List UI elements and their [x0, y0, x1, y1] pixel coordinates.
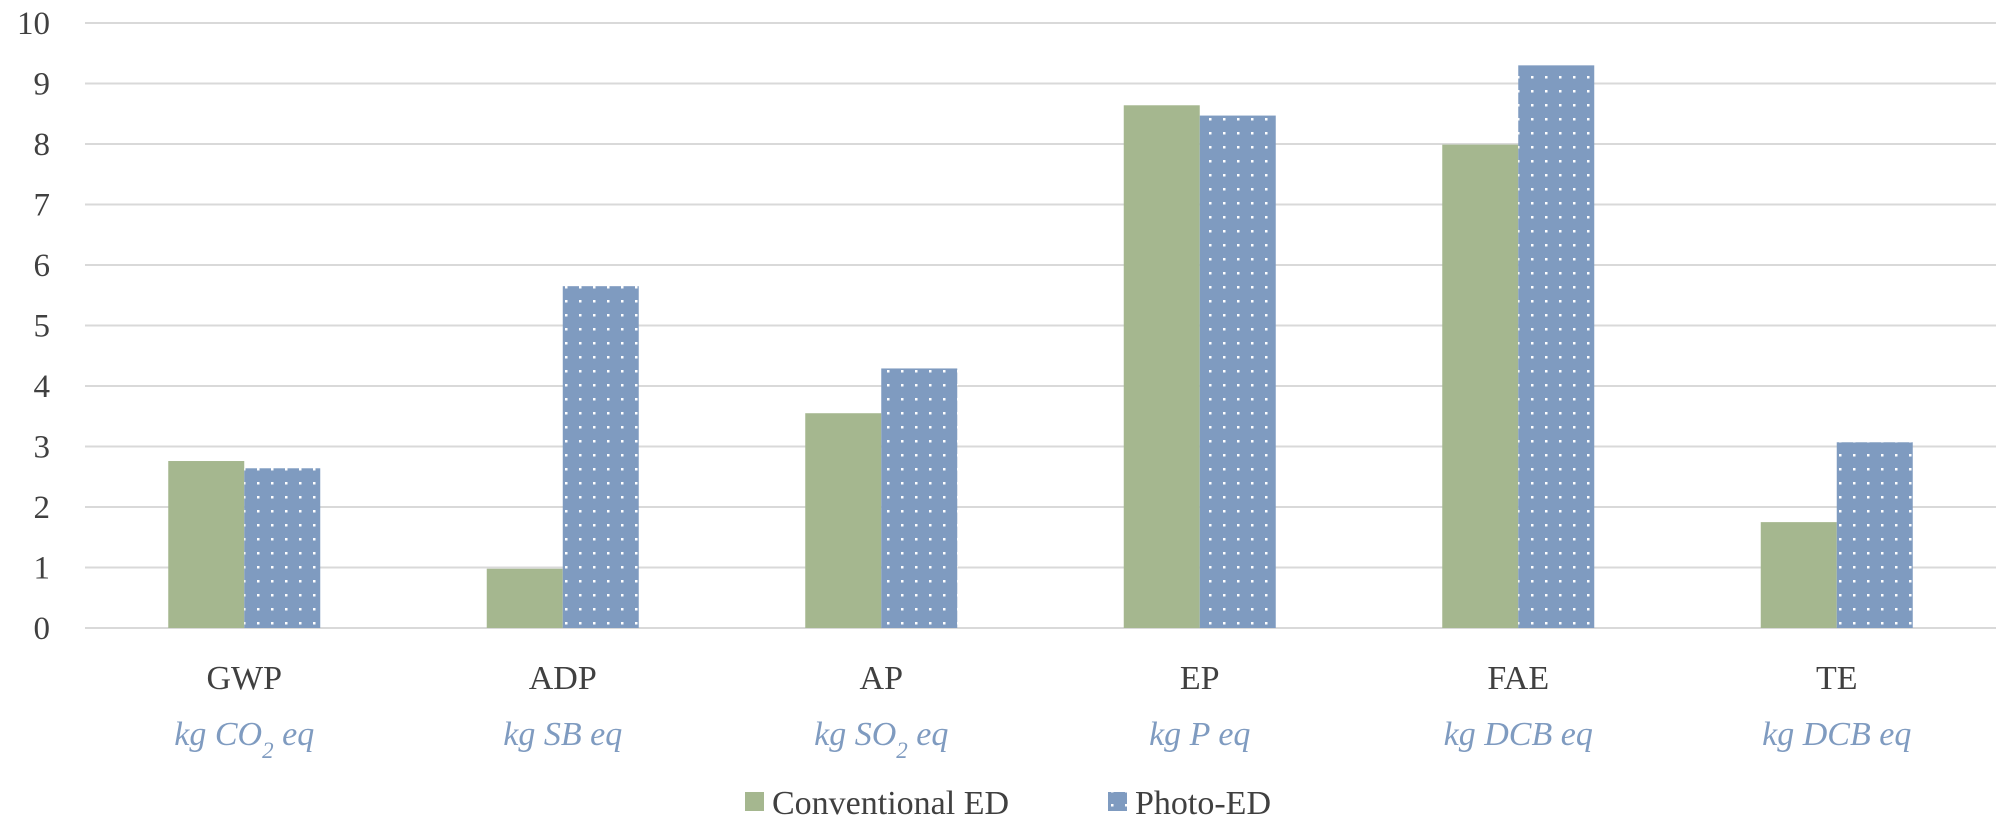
- bar-gwp-photo-ed: [244, 468, 321, 628]
- y-tick-label: 8: [34, 127, 51, 163]
- legend-label: Conventional ED: [772, 785, 1009, 822]
- category-label: FAE: [1487, 660, 1549, 697]
- category-unit-label: kg CO2 eq: [174, 716, 314, 763]
- y-tick-label: 9: [34, 67, 51, 103]
- y-tick-label: 4: [34, 369, 51, 405]
- category-label: ADP: [529, 660, 597, 697]
- category-label: GWP: [206, 660, 282, 697]
- bar-fae-conventional-ed: [1442, 144, 1519, 629]
- x-axis-category-labels: GWP ADP AP EP FAE TE: [206, 660, 1857, 697]
- bar-ap-photo-ed: [881, 368, 958, 628]
- y-tick-label: 2: [34, 490, 51, 526]
- bar-ep-conventional-ed: [1123, 105, 1200, 628]
- bars: [168, 65, 1913, 629]
- bar-ep-photo-ed: [1199, 115, 1276, 628]
- bar-ap-conventional-ed: [805, 413, 882, 628]
- category-unit-label: kg DCB eq: [1444, 716, 1593, 753]
- category-unit-label: kg P eq: [1149, 716, 1250, 753]
- category-unit-label: kg DCB eq: [1762, 716, 1911, 753]
- bar-adp-conventional-ed: [486, 568, 563, 628]
- y-axis-tick-labels: 0 1 2 3 4 5 6 7 8 9 10: [17, 6, 50, 647]
- legend: Conventional ED Photo-ED: [745, 785, 1271, 822]
- category-unit-label: kg SB eq: [503, 716, 622, 753]
- legend-swatch: [1108, 792, 1127, 811]
- category-unit-label: kg SO2 eq: [814, 716, 948, 763]
- y-tick-label: 1: [34, 551, 51, 587]
- category-label: AP: [860, 660, 903, 697]
- y-tick-label: 10: [17, 6, 50, 42]
- legend-swatch: [745, 792, 764, 811]
- bar-adp-photo-ed: [562, 286, 639, 628]
- category-label: EP: [1180, 660, 1220, 697]
- bar-te-photo-ed: [1836, 442, 1913, 628]
- y-tick-label: 0: [34, 611, 51, 647]
- bar-gwp-conventional-ed: [168, 461, 245, 628]
- y-tick-label: 3: [34, 430, 51, 466]
- y-tick-label: 6: [34, 248, 51, 284]
- x-axis-unit-labels: kg CO2 eq kg SB eq kg SO2 eq kg P eq kg DCB …: [174, 716, 1911, 763]
- y-tick-label: 7: [34, 188, 51, 224]
- legend-label: Photo-ED: [1135, 785, 1271, 822]
- bar-fae-photo-ed: [1518, 65, 1595, 629]
- y-tick-label: 5: [34, 309, 51, 345]
- category-label: TE: [1816, 660, 1858, 697]
- bar-te-conventional-ed: [1760, 522, 1837, 628]
- gridlines: [85, 22, 1996, 629]
